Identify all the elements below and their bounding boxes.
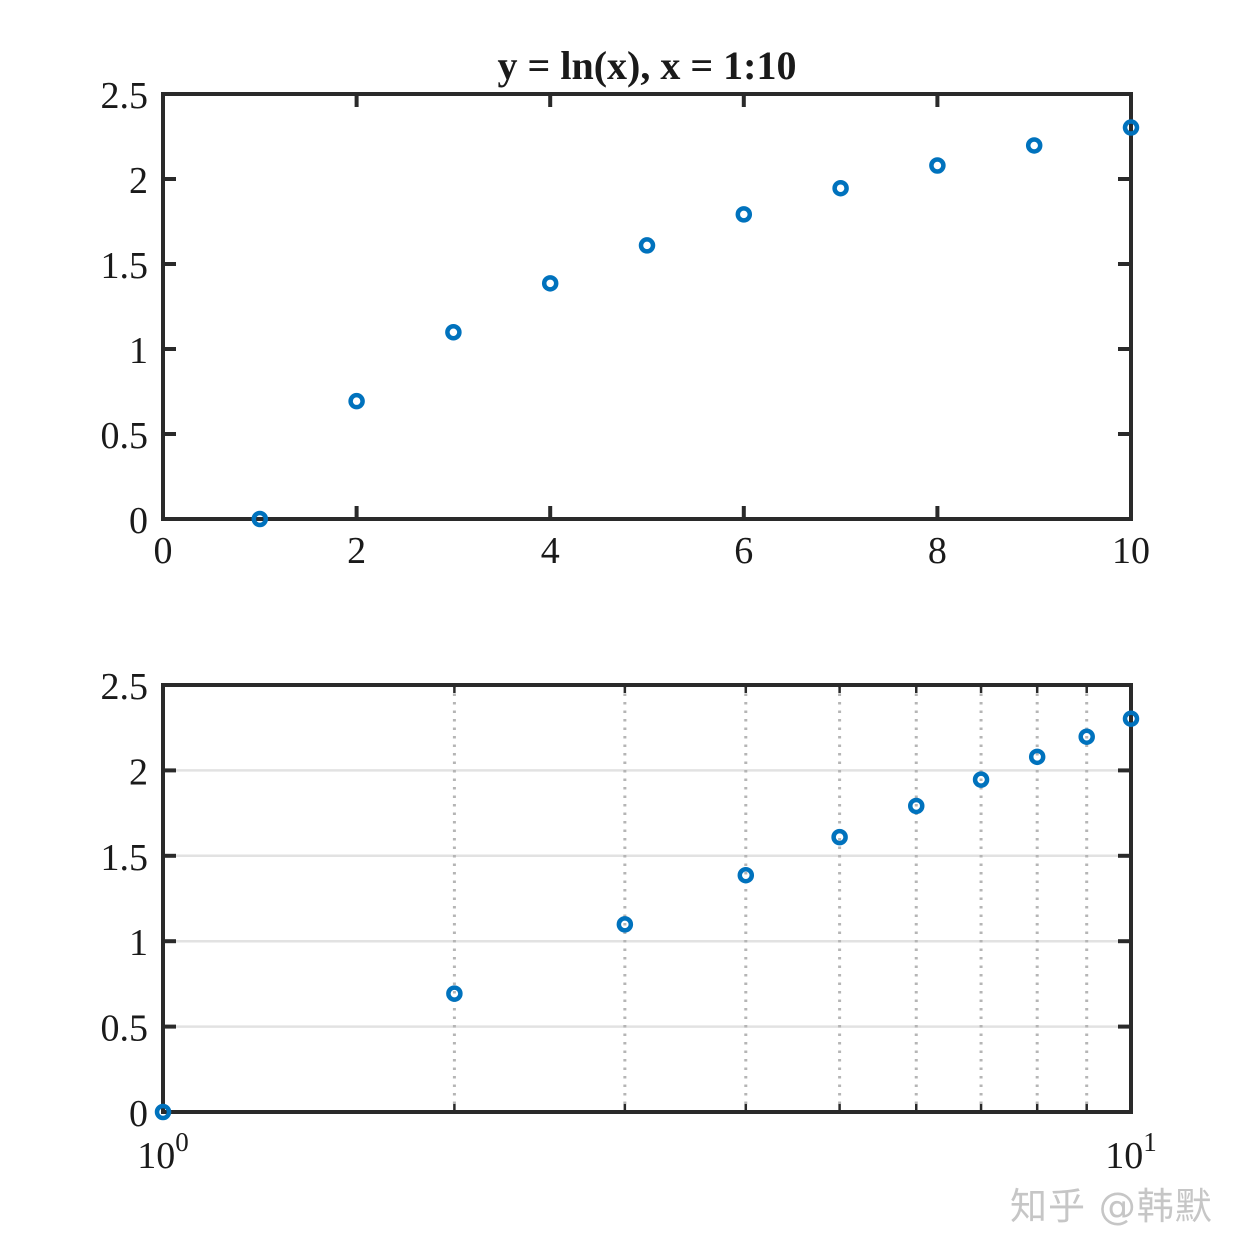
scatter-point xyxy=(154,1103,172,1121)
y-tick-label: 2.5 xyxy=(101,75,149,117)
scatter-point xyxy=(929,157,946,174)
y-tick-label: 2.5 xyxy=(101,666,149,708)
scatter-point xyxy=(616,916,634,933)
scatter-point xyxy=(1122,710,1140,727)
x-tick-label: 100 xyxy=(137,1127,189,1177)
scatter-point xyxy=(1078,728,1095,745)
scatter-point xyxy=(251,510,269,528)
x-tick-label: 101 xyxy=(1105,1127,1157,1177)
y-tick-label: 0 xyxy=(129,1093,148,1135)
scatter-point xyxy=(972,771,990,788)
scatter-point xyxy=(446,985,463,1002)
scatter-point xyxy=(735,206,753,223)
y-tick-label: 1.5 xyxy=(101,245,149,287)
top-chart: 0 2 4 6 8 10 0 0.5 1 1.5 2 2.5 xyxy=(101,75,1151,572)
x-tick-label: 4 xyxy=(541,530,560,572)
scatter-point xyxy=(832,179,849,197)
watermark-text: 知乎 @韩默 xyxy=(1010,1185,1213,1228)
y-tick-label: 1 xyxy=(129,922,148,964)
scatter-point xyxy=(831,828,848,846)
scatter-point xyxy=(908,797,925,815)
scatter-point xyxy=(1025,137,1043,154)
scatter-point xyxy=(638,237,656,254)
x-tick-label: 6 xyxy=(734,530,753,572)
y-tick-label: 2 xyxy=(129,160,148,202)
plot-box xyxy=(161,683,1133,1114)
y-tick-label: 0 xyxy=(129,500,148,542)
y-tick-label: 1.5 xyxy=(101,837,149,879)
bottom-chart: 100 101 0 0.5 1 1.5 2 2.5 xyxy=(101,666,1157,1177)
x-tick-label: 2 xyxy=(347,530,366,572)
x-tick-label: 0 xyxy=(154,530,173,572)
scatter-point xyxy=(1122,119,1140,136)
top-chart-title: y = ln(x), x = 1:10 xyxy=(497,43,797,88)
scatter-point xyxy=(737,866,755,884)
x-tick-label: 10 xyxy=(1112,530,1150,572)
y-tick-label: 0.5 xyxy=(101,415,149,457)
x-tick-label: 8 xyxy=(928,530,947,572)
scatter-point xyxy=(1028,748,1046,766)
scatter-point xyxy=(445,323,462,341)
scatter-point xyxy=(541,275,559,292)
scatter-point xyxy=(348,392,365,410)
y-tick-label: 2 xyxy=(129,751,148,793)
y-tick-label: 0.5 xyxy=(101,1008,149,1050)
plot-box xyxy=(161,92,1133,521)
y-tick-label: 1 xyxy=(129,330,148,372)
